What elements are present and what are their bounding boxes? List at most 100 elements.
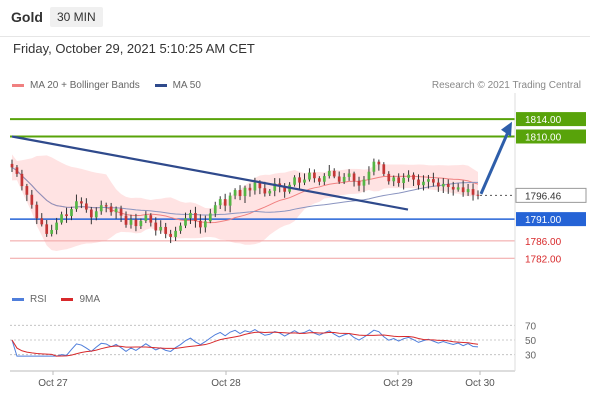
candle-body <box>119 208 123 216</box>
candle-body <box>352 173 356 181</box>
candle-body <box>25 186 29 195</box>
annotations <box>11 121 512 211</box>
x-tick-label-Oct-28: Oct 28 <box>211 378 241 389</box>
candle-body <box>99 205 103 212</box>
level-label-1796.46: 1796.46 <box>525 191 562 202</box>
candle-body <box>149 215 153 223</box>
candle-body <box>164 226 168 234</box>
candle-body <box>308 172 311 180</box>
candle-body <box>293 177 296 185</box>
candle-body <box>283 186 287 192</box>
candle-body <box>20 173 24 187</box>
credit-label: Research © 2021 Trading Central <box>431 80 581 91</box>
timeframe-badge[interactable]: 30 MIN <box>50 7 103 27</box>
candle-body <box>50 229 54 234</box>
instrument-name: Gold <box>11 9 43 25</box>
candle-body <box>471 189 475 195</box>
candle-body <box>427 179 430 182</box>
candle-body <box>94 211 98 218</box>
candle-body <box>189 213 192 219</box>
candle-body <box>75 201 78 210</box>
rsi-swatch <box>12 297 24 301</box>
candle-body <box>159 226 163 231</box>
candle-body <box>461 187 465 193</box>
candle-body <box>70 209 73 217</box>
candle-body <box>30 194 34 205</box>
candle-body <box>318 178 321 182</box>
candle-body <box>134 219 138 227</box>
candle-body <box>15 167 19 174</box>
candle-body <box>322 176 326 182</box>
candle-body <box>367 171 371 180</box>
candle-body <box>213 205 217 214</box>
candle-body <box>40 218 44 225</box>
candle-body <box>65 214 68 217</box>
level-label-bg-1814.00 <box>516 112 586 127</box>
rsi-ma-swatch <box>61 297 74 301</box>
rsi-ma-legend-label: 9MA <box>79 294 101 305</box>
x-tick-label-Oct-27: Oct 27 <box>38 378 68 389</box>
candle-body <box>327 170 331 177</box>
candle-body <box>228 195 232 206</box>
candle-body <box>60 214 63 223</box>
ma50-legend-label: MA 50 <box>172 80 201 91</box>
level-label-1814.00: 1814.00 <box>525 115 562 126</box>
candle-body <box>124 215 128 225</box>
ma50-swatch <box>154 83 167 87</box>
candle-body <box>104 205 108 207</box>
candle-body <box>199 220 202 228</box>
candle-body <box>303 179 306 183</box>
candle-body <box>446 183 450 187</box>
candle-body <box>129 219 133 225</box>
candle-body <box>238 189 242 197</box>
rsi-level-label-30: 30 <box>525 351 537 362</box>
candle-body <box>347 173 351 177</box>
candle-body <box>337 176 341 182</box>
candle-body <box>80 201 83 204</box>
candle-body <box>313 172 316 179</box>
level-label-bg-1810.00 <box>516 129 586 144</box>
candle-body <box>402 177 405 184</box>
rsi-level-label-70: 70 <box>525 321 537 332</box>
rsi-legend-label: RSI <box>30 294 47 305</box>
level-lines: 1814.00 1810.00 1796.46 1791.00 1786.00 1782.… <box>10 112 587 265</box>
downtrend-line <box>11 135 409 211</box>
candle-body <box>422 181 425 186</box>
rsi-legend: RSI 9MA <box>12 294 100 305</box>
candle-body <box>258 182 262 189</box>
candle-body <box>243 187 247 197</box>
candle-body <box>466 189 470 193</box>
candle-body <box>203 221 207 228</box>
candle-body <box>144 215 148 221</box>
x-tick-label-Oct-30: Oct 30 <box>465 378 495 389</box>
candle-body <box>392 177 396 182</box>
candle-body <box>114 208 118 213</box>
x-axis: Oct 27 Oct 28 Oct 29 Oct 30 <box>10 93 516 389</box>
candle-body <box>85 203 88 210</box>
candle-body <box>332 170 336 177</box>
candle-body <box>169 233 172 237</box>
x-tick-label-Oct-29: Oct 29 <box>383 378 413 389</box>
moving-averages <box>11 166 479 224</box>
ma20-legend-label: MA 20 + Bollinger Bands <box>30 80 140 91</box>
level-label-bg-1791.00 <box>516 212 586 227</box>
candle-body <box>417 179 420 186</box>
level-label-1786.00: 1786.00 <box>525 237 562 248</box>
rsi-line <box>11 329 479 357</box>
level-label-bg-1796.46 <box>515 187 587 203</box>
candle-body <box>397 177 401 184</box>
level-label-1782.00: 1782.00 <box>525 254 562 265</box>
candle-body <box>451 186 455 190</box>
candle-body <box>436 182 440 187</box>
candle-body <box>263 188 267 194</box>
candle-body <box>273 183 277 191</box>
candle-body <box>248 187 252 191</box>
candle-body <box>218 199 222 206</box>
candle-body <box>253 182 257 191</box>
candle-body <box>139 220 143 227</box>
candle-body <box>456 187 460 190</box>
candle-body <box>407 174 410 178</box>
level-label-1810.00: 1810.00 <box>525 132 562 143</box>
candle-body <box>362 179 366 186</box>
